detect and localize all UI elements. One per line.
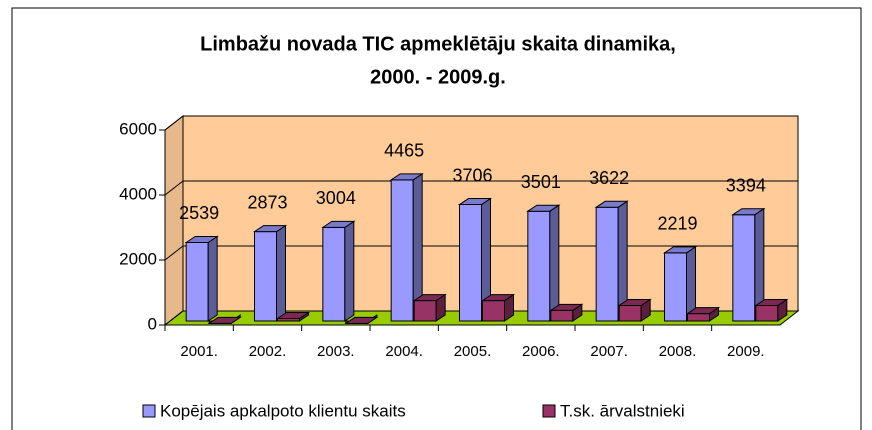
- bar-top: [457, 198, 493, 206]
- bar-top: [389, 173, 424, 181]
- bar-top: [344, 316, 379, 324]
- bar: [685, 306, 721, 322]
- bar-top: [594, 200, 629, 208]
- bar: [594, 200, 629, 322]
- legend-swatch: [142, 404, 156, 418]
- bar-front: [755, 305, 779, 322]
- bar: [184, 235, 219, 322]
- bar: [457, 197, 493, 322]
- chart-title: Limbažu novada TIC apmeklētāju skaita di…: [200, 33, 676, 55]
- bar: [731, 207, 766, 322]
- legend-label: T.sk. ārvalstnieki: [560, 401, 685, 420]
- x-tick-label: 2008.: [659, 343, 697, 360]
- bar-top: [617, 299, 652, 306]
- bar-top: [731, 208, 766, 216]
- bar-front: [254, 231, 277, 322]
- bar: [207, 314, 242, 325]
- bar-front: [413, 300, 437, 322]
- grid-line: [164, 180, 798, 196]
- bar: [321, 220, 356, 322]
- data-label: 2539: [179, 203, 219, 223]
- x-tick-label: 2005.: [454, 343, 492, 360]
- bar-front: [732, 214, 756, 322]
- bar: [344, 314, 379, 325]
- legend-swatch: [542, 404, 556, 418]
- x-tick-label: 2002.: [249, 343, 287, 360]
- data-label: 2873: [247, 192, 287, 212]
- bar-top: [321, 220, 356, 228]
- bar-top: [549, 303, 584, 311]
- bar: [662, 245, 698, 322]
- data-label: 3004: [316, 188, 356, 208]
- x-tick-label: 2004.: [385, 343, 423, 360]
- bar: [480, 293, 516, 322]
- bar: [275, 311, 311, 322]
- bar-front: [482, 300, 505, 322]
- bar: [252, 224, 288, 322]
- bar-top: [184, 235, 219, 243]
- grid-line: [164, 310, 798, 326]
- bar-front: [322, 226, 346, 322]
- chart-title: 2000. - 2009.g.: [370, 66, 506, 88]
- x-tick-label: 2009.: [727, 343, 765, 360]
- bar-front: [527, 210, 551, 322]
- bar-top: [662, 246, 698, 254]
- bar: [389, 172, 424, 322]
- bar-front: [185, 241, 209, 322]
- x-tick-label: 2007.: [590, 343, 628, 360]
- bar: [617, 298, 652, 322]
- bar-side: [276, 224, 286, 322]
- data-label: 4465: [384, 141, 424, 161]
- data-label: 3394: [726, 175, 766, 195]
- bar-top: [207, 316, 242, 324]
- bar-front: [664, 252, 687, 322]
- bar-front: [390, 179, 414, 322]
- bar-top: [275, 312, 311, 319]
- bar-front: [459, 204, 482, 322]
- bar-top: [685, 307, 721, 315]
- legend-label: Kopējais apkalpoto klientu skaits: [160, 401, 406, 420]
- bar: [754, 298, 789, 322]
- bar-top: [412, 294, 447, 302]
- bar-front: [687, 313, 710, 322]
- data-label: 3706: [452, 165, 492, 185]
- y-tick-label: 2000: [119, 249, 157, 268]
- data-label: 3501: [521, 172, 561, 192]
- bar-side: [549, 204, 560, 322]
- x-tick-label: 2003.: [317, 343, 355, 360]
- bar-side: [207, 235, 218, 322]
- bar-front: [618, 305, 642, 322]
- bar: [412, 293, 447, 322]
- data-label: 2219: [657, 214, 697, 234]
- y-tick-label: 4000: [119, 184, 157, 203]
- y-tick-label: 0: [148, 314, 157, 333]
- y-tick-label: 6000: [119, 119, 157, 138]
- bar-front: [595, 206, 619, 322]
- bar-top: [480, 294, 516, 302]
- bar: [526, 204, 561, 322]
- bar-side: [344, 220, 355, 322]
- x-tick-label: 2006.: [522, 343, 560, 360]
- x-tick-label: 2001.: [180, 343, 218, 360]
- grid-line: [164, 245, 798, 261]
- grid-line: [164, 115, 798, 131]
- bar-top: [754, 299, 789, 306]
- bar-top: [252, 225, 288, 233]
- bar-front: [550, 309, 574, 322]
- data-label: 3622: [589, 168, 629, 188]
- bar: [549, 303, 584, 322]
- bar-top: [526, 204, 561, 212]
